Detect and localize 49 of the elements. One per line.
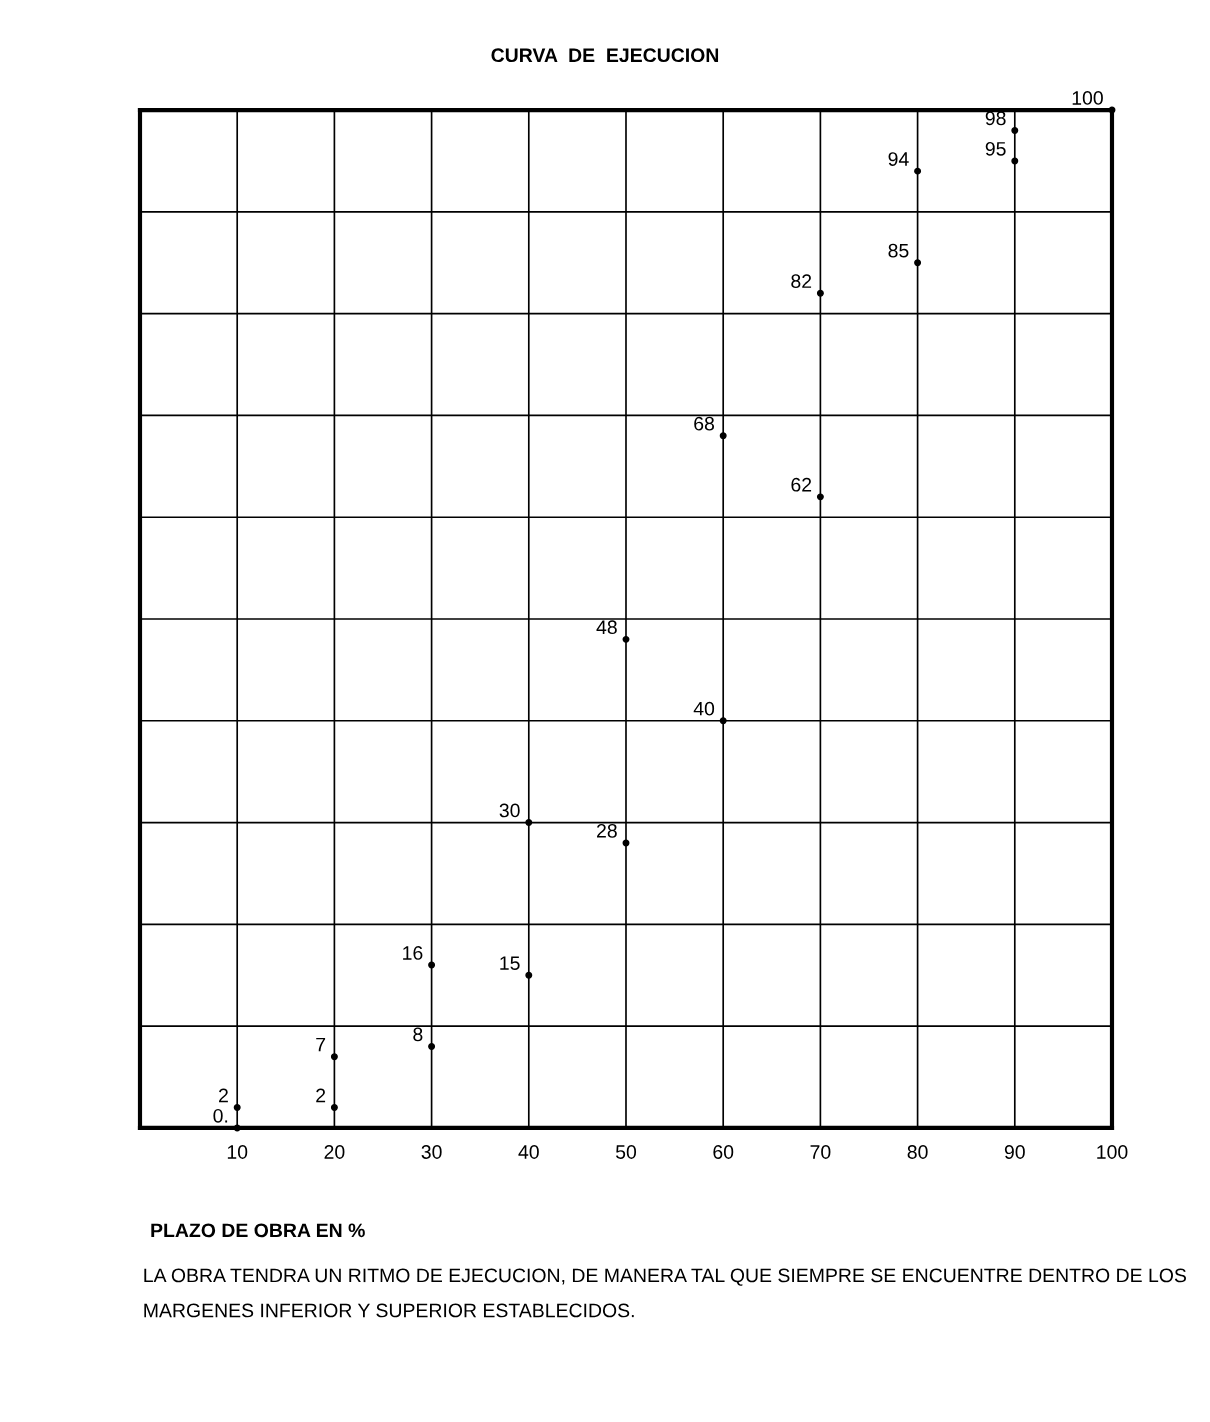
text: LA OBRA TENDRA UN RITMO DE EJECUCION, DE MANERA TAL QUE SIEMPRE SE ENCUENTRE DENTRO DE LOS MARGENES INFERIOR Y SUPERIOR ESTABLECIDOS. (144, 1268, 1186, 1318)
point (428, 1043, 436, 1050)
point (914, 167, 922, 175)
point (330, 1053, 338, 1061)
point (428, 961, 436, 969)
data-label: 100 (1072, 91, 1103, 105)
data-label: 48 (596, 620, 617, 635)
x-axis-title: PLAZO DE OBRA EN % (151, 1223, 365, 1238)
point (1011, 126, 1019, 134)
point (622, 635, 630, 643)
data-label: 7 (316, 1037, 326, 1052)
x-tick-label: 100 (1097, 1145, 1128, 1159)
data-label: 94 (888, 152, 909, 166)
data-label: 95 (985, 141, 1006, 156)
x-tick-label: 30 (421, 1145, 442, 1159)
data-label: 30 (499, 803, 520, 818)
point (719, 717, 727, 725)
data-label: 15 (500, 956, 520, 971)
data-label: 2 (316, 1088, 326, 1103)
x-tick-label: 40 (518, 1145, 539, 1159)
point (719, 432, 727, 440)
x-tick-label: 50 (615, 1145, 637, 1159)
data-label: 28 (597, 823, 617, 838)
point (914, 259, 922, 267)
data-label: 62 (791, 477, 812, 492)
data-label: 85 (888, 243, 909, 258)
chart-title: CURVA DE EJECUCION (491, 48, 719, 63)
data-label: 82 (791, 274, 812, 289)
point (525, 971, 533, 979)
point (816, 493, 824, 501)
data-label: 0. (213, 1108, 228, 1123)
data-label: 98 (985, 111, 1006, 126)
point (233, 1104, 241, 1112)
data-label: 2 (219, 1088, 228, 1103)
point (330, 1104, 338, 1112)
point (233, 1124, 241, 1132)
point (1011, 157, 1019, 165)
data-label: 8 (413, 1027, 423, 1042)
x-tick-label: 10 (227, 1145, 248, 1159)
x-tick-label: 90 (1004, 1145, 1025, 1159)
x-tick-label: 20 (324, 1145, 345, 1159)
data-label: 68 (694, 416, 715, 431)
point (525, 819, 533, 827)
data-label: 40 (693, 701, 715, 716)
data-label: 16 (403, 946, 423, 960)
point (816, 289, 824, 297)
x-tick-label: 80 (907, 1145, 928, 1159)
x-tick-label: 70 (810, 1145, 831, 1159)
x-tick-label: 60 (713, 1145, 734, 1159)
